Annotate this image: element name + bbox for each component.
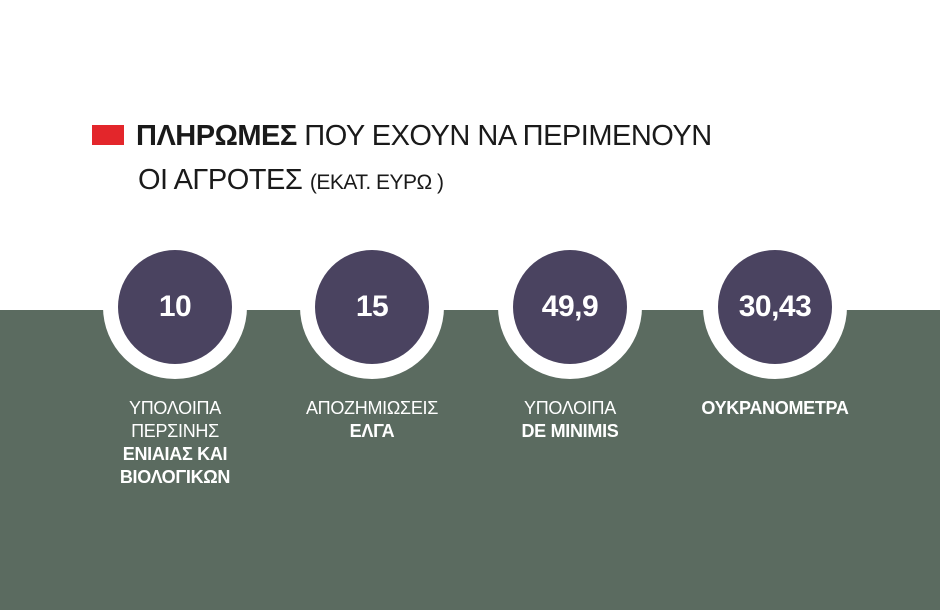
page-title: ΠΛΗΡΩΜΕΣ ΠΟΥ ΕΧΟΥΝ ΝΑ ΠΕΡΙΜΕΝΟΥΝ ΟΙ ΑΓΡΟ… [92,114,712,205]
title-line2: ΟΙ ΑΓΡΟΤΕΣ [138,164,303,196]
stat-label: ΟΥΚΡΑΝΟΜΕΤΡΑ [675,397,875,420]
stat-label: ΑΠΟΖΗΜΙΩΣΕΙΣ ΕΛΓΑ [272,397,472,443]
label-line-bold: ΕΛΓΑ [349,421,395,441]
stat-value: 15 [315,250,429,364]
stat-label: ΥΠΟΛΟΙΠΑ DE MINIMIS [470,397,670,443]
label-line: ΥΠΟΛΟΙΠΑ [524,398,616,418]
label-line: ΥΠΟΛΟΙΠΑ [129,398,221,418]
label-line-bold: ΟΥΚΡΑΝΟΜΕΤΡΑ [701,398,849,418]
title-rest: ΠΟΥ ΕΧΟΥΝ ΝΑ ΠΕΡΙΜΕΝΟΥΝ [304,120,712,152]
label-line-bold: ΒΙΟΛΟΓΙΚΩΝ [119,467,231,487]
title-bold: ΠΛΗΡΩΜΕΣ [136,120,297,152]
label-line-bold: DE MINIMIS [521,421,619,441]
label-line-bold: ΕΝΙΑΙΑΣ ΚΑΙ [122,444,228,464]
stat-value: 10 [118,250,232,364]
stat-value: 49,9 [513,250,627,364]
label-line: ΠΕΡΣΙΝΗΣ [131,421,219,441]
stat-value: 30,43 [718,250,832,364]
title-unit: (ΕΚΑΤ. ΕΥΡΩ ) [309,171,444,194]
red-square-icon [92,125,124,145]
stat-label: ΥΠΟΛΟΙΠΑ ΠΕΡΣΙΝΗΣ ΕΝΙΑΙΑΣ ΚΑΙ ΒΙΟΛΟΓΙΚΩΝ [75,397,275,489]
label-line: ΑΠΟΖΗΜΙΩΣΕΙΣ [305,398,439,418]
